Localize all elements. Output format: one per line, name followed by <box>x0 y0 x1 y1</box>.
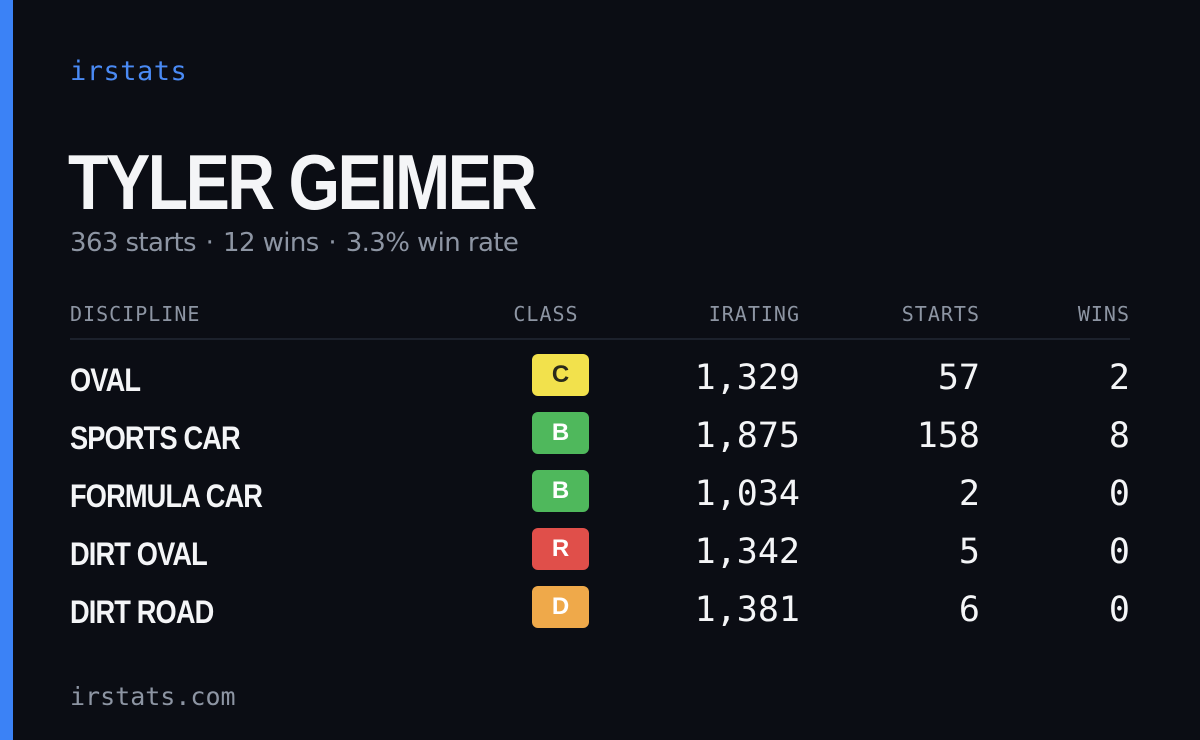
starts-value: 5 <box>958 532 980 572</box>
column-header-starts: STARTS <box>901 302 980 326</box>
table-row: FORMULA CAR B 1,034 2 0 <box>70 470 1130 528</box>
wins-value: 0 <box>1108 474 1130 514</box>
starts-value: 6 <box>958 590 980 630</box>
table-row: SPORTS CAR B 1,875 158 8 <box>70 412 1130 470</box>
class-badge: B <box>532 412 589 454</box>
summary-separator: · <box>328 228 337 258</box>
footer-url[interactable]: irstats.com <box>70 682 236 711</box>
discipline-name: FORMULA CAR <box>70 478 263 514</box>
irating-value: 1,342 <box>694 532 800 572</box>
discipline-name: DIRT ROAD <box>70 594 214 630</box>
irating-value: 1,329 <box>694 358 800 398</box>
class-badge: R <box>532 528 589 570</box>
starts-value: 158 <box>916 416 980 456</box>
column-header-discipline: DISCIPLINE <box>70 302 201 326</box>
brand-logo[interactable]: irstats <box>70 56 188 87</box>
class-badge: C <box>532 354 589 396</box>
discipline-name: OVAL <box>70 362 141 398</box>
discipline-name: SPORTS CAR <box>70 420 241 456</box>
irating-value: 1,034 <box>694 474 800 514</box>
column-header-class: CLASS <box>513 302 579 326</box>
table-row: OVAL C 1,329 57 2 <box>70 354 1130 412</box>
starts-value: 57 <box>937 358 980 398</box>
table-header: DISCIPLINE CLASS IRATING STARTS WINS <box>70 302 1130 340</box>
driver-summary: 363 starts · 12 wins · 3.3% win rate <box>70 228 519 258</box>
irating-value: 1,875 <box>694 416 800 456</box>
irating-value: 1,381 <box>694 590 800 630</box>
wins-value: 0 <box>1108 590 1130 630</box>
starts-value: 2 <box>958 474 980 514</box>
class-badge: D <box>532 586 589 628</box>
accent-bar <box>0 0 13 740</box>
wins-value: 0 <box>1108 532 1130 572</box>
summary-separator: · <box>205 228 214 258</box>
class-badge: B <box>532 470 589 512</box>
discipline-name: DIRT OVAL <box>70 536 208 572</box>
table-row: DIRT OVAL R 1,342 5 0 <box>70 528 1130 586</box>
summary-win-rate: 3.3% win rate <box>345 228 519 258</box>
wins-value: 8 <box>1108 416 1130 456</box>
summary-wins: 12 wins <box>223 228 319 258</box>
wins-value: 2 <box>1108 358 1130 398</box>
summary-starts: 363 starts <box>70 228 197 258</box>
column-header-wins: WINS <box>1077 302 1130 326</box>
column-header-irating: IRATING <box>708 302 800 326</box>
table-row: DIRT ROAD D 1,381 6 0 <box>70 586 1130 644</box>
driver-name: TYLER GEIMER <box>68 138 537 226</box>
